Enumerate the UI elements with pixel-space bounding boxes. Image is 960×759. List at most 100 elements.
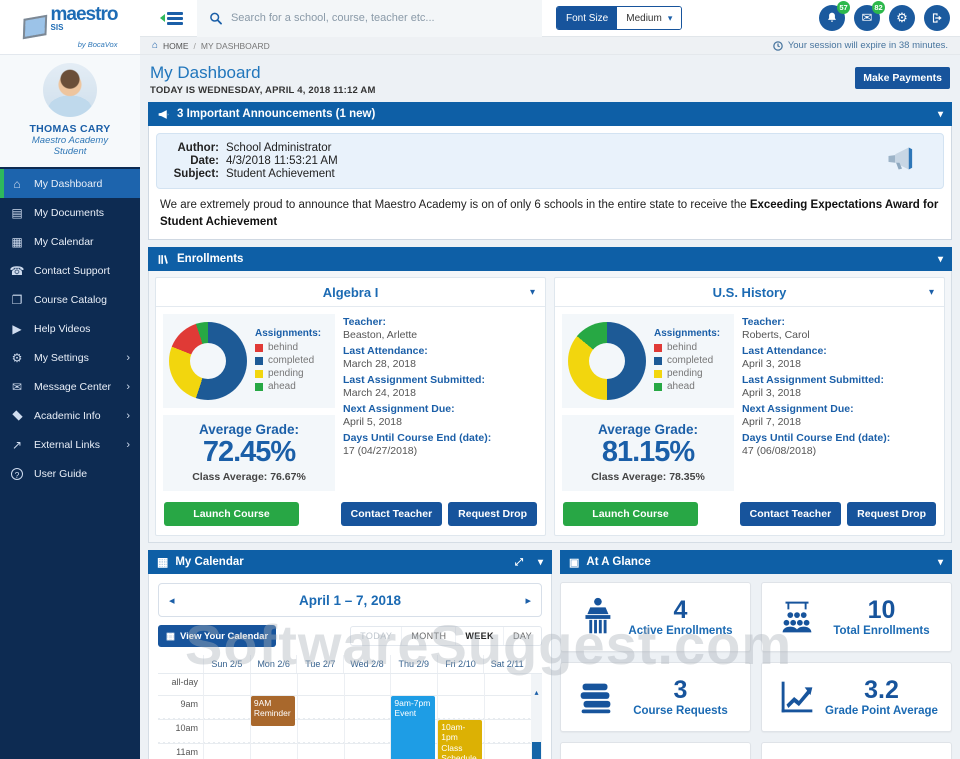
avatar[interactable] [43, 63, 97, 117]
sidebar-item-contact-support[interactable]: ☎ Contact Support [0, 256, 140, 285]
at-a-glance-header[interactable]: ▣ At A Glance ▾ [560, 550, 952, 575]
sidebar-item-academic-info[interactable]: Academic Info › [0, 401, 140, 430]
clock-icon [773, 40, 783, 51]
stat-value: 3.2 [864, 675, 899, 704]
books-icon [158, 255, 168, 264]
contact-teacher-button[interactable]: Contact Teacher [340, 502, 443, 527]
announcement-meta: Author: School Administrator Date: 4/3/201… [156, 133, 944, 189]
menu-toggle-button[interactable] [160, 11, 183, 25]
chevron-down-icon[interactable]: ▾ [928, 286, 934, 298]
launch-course-button[interactable]: Launch Course [563, 502, 698, 527]
sidebar-item-my-dashboard[interactable]: ⌂ My Dashboard [0, 169, 140, 198]
stat-card-total-enrollments: 10 Total Enrollments [761, 582, 952, 653]
question-icon: ? [0, 467, 34, 481]
day-column-separator [437, 674, 439, 759]
brand-sup: SIS [50, 23, 64, 33]
request-drop-button[interactable]: Request Drop [448, 502, 537, 527]
logout-button[interactable] [924, 5, 950, 31]
audience-icon [782, 601, 812, 633]
legend-swatch-ahead [654, 382, 662, 391]
sidebar-item-course-catalog[interactable]: ❐ Course Catalog [0, 285, 140, 314]
sidebar-item-help-videos[interactable]: ▶ Help Videos [0, 314, 140, 343]
assignments-donut-chart [169, 322, 247, 401]
search-bar [197, 0, 542, 37]
sidebar-item-my-settings[interactable]: ⚙ My Settings › [0, 343, 140, 372]
sidebar-item-message-center[interactable]: ✉ Message Center › [0, 372, 140, 401]
collapse-caret-icon[interactable]: ▾ [937, 253, 943, 265]
calendar-view-tabs: TODAY MONTH WEEK DAY [350, 626, 542, 647]
legend-swatch-pending [654, 369, 662, 378]
sidebar-item-user-guide[interactable]: ? User Guide [0, 459, 140, 488]
collapse-arrow-icon [160, 14, 165, 22]
day-column-separator [343, 674, 345, 759]
breadcrumb-home[interactable]: HOME [163, 40, 189, 51]
calendar-event[interactable]: 9AM Reminder [250, 696, 295, 727]
scroll-up-icon[interactable]: ▴ [534, 688, 539, 698]
tab-today[interactable]: TODAY [360, 631, 393, 642]
messages-badge: 82 [872, 1, 885, 14]
stat-value: 4 [619, 757, 742, 759]
tab-day[interactable]: DAY [502, 627, 541, 646]
calendar-scrollbar[interactable]: ▴ [531, 674, 542, 759]
sidebar-item-my-documents[interactable]: ▤ My Documents [0, 198, 140, 227]
course-info: Teacher: Roberts, Carol Last Attendance: A… [742, 316, 891, 458]
page-date: TODAY IS WEDNESDAY, APRIL 4, 2018 11:12 … [150, 85, 376, 96]
request-drop-button[interactable]: Request Drop [847, 502, 936, 527]
link-icon: ↗ [11, 437, 23, 452]
contact-teacher-button[interactable]: Contact Teacher [739, 502, 842, 527]
sidebar-item-my-calendar[interactable]: ▦ My Calendar [0, 227, 140, 256]
enrollments-header[interactable]: Enrollments ▾ [148, 247, 952, 272]
phone-icon: ☎ [9, 263, 25, 278]
stat-label: Course Requests [633, 704, 728, 717]
legend-swatch-completed [654, 356, 662, 365]
search-input[interactable] [230, 12, 530, 24]
font-size-control[interactable]: Font Size Medium ▾ [556, 6, 683, 30]
hamburger-icon [167, 11, 183, 25]
collapse-caret-icon[interactable]: ▾ [937, 108, 943, 120]
stat-card-gpa: 3.2 Grade Point Average [761, 662, 952, 733]
average-grade-value: 72.45% [202, 436, 296, 469]
notifications-button[interactable]: 57 [819, 1, 850, 31]
stat-value: 3 [673, 675, 688, 704]
tab-week[interactable]: WEEK [455, 627, 503, 646]
chevron-right-icon: › [126, 380, 130, 393]
expand-icon[interactable]: ⤢ [514, 556, 523, 568]
calendar-event[interactable]: 9am-7pm Event [391, 696, 436, 759]
collapse-caret-icon[interactable]: ▾ [937, 556, 943, 568]
view-your-calendar-button[interactable]: ▦ View Your Calendar [158, 625, 277, 648]
book-icon: ❐ [11, 292, 23, 307]
messages-button[interactable]: ✉ 82 [854, 1, 885, 31]
megaphone-graphic [885, 145, 919, 177]
average-grade: Average Grade: 72.45% Class Average: 76.… [163, 415, 335, 492]
calendar-icon: ▦ [166, 630, 175, 642]
announcements-panel: 3 Important Announcements (1 new) ▾ Auth… [148, 102, 952, 241]
gear-icon: ⚙ [11, 350, 23, 365]
settings-button[interactable]: ⚙ [889, 5, 915, 31]
topbar: Font Size Medium ▾ 57 ✉ 82 ⚙ [140, 0, 960, 37]
launch-course-button[interactable]: Launch Course [164, 502, 299, 527]
make-payments-button[interactable]: Make Payments [855, 67, 950, 89]
prev-week-button[interactable]: ◂ [169, 594, 175, 607]
chevron-down-icon[interactable]: ▾ [529, 286, 535, 298]
calendar-icon: ▦ [157, 555, 169, 570]
session-timer: Your session will expire in 38 minutes. [773, 40, 948, 51]
stat-value: 4 [673, 595, 688, 624]
tab-month[interactable]: MONTH [401, 627, 455, 646]
week-grid: Sun 2/5 Mon 2/6 Tue 2/7 Wed 2/8 Thu 2/9 … [158, 655, 542, 759]
bell-icon [828, 12, 836, 22]
next-week-button[interactable]: ▸ [525, 594, 531, 607]
scrollbar-thumb[interactable] [532, 742, 541, 759]
calendar-event[interactable]: 10am-1pm Class Schedule [438, 720, 483, 759]
announcement-subject: Student Achievement [226, 168, 335, 180]
my-calendar-header[interactable]: ▦ My Calendar ⤢ ▾ [148, 550, 552, 575]
legend-swatch-ahead [255, 382, 263, 391]
brand-logo[interactable]: maestro SIS by BocaVox [0, 0, 140, 55]
collapse-caret-icon[interactable]: ▾ [537, 556, 543, 568]
font-size-label: Font Size [557, 7, 618, 29]
course-title: U.S. History [712, 284, 787, 300]
announcements-header[interactable]: 3 Important Announcements (1 new) ▾ [148, 102, 952, 126]
sidebar-item-external-links[interactable]: ↗ External Links › [0, 430, 140, 459]
calendar-range-nav: ◂ April 1 – 7, 2018 ▸ [158, 583, 542, 618]
envelope-icon: ✉ [861, 10, 873, 25]
